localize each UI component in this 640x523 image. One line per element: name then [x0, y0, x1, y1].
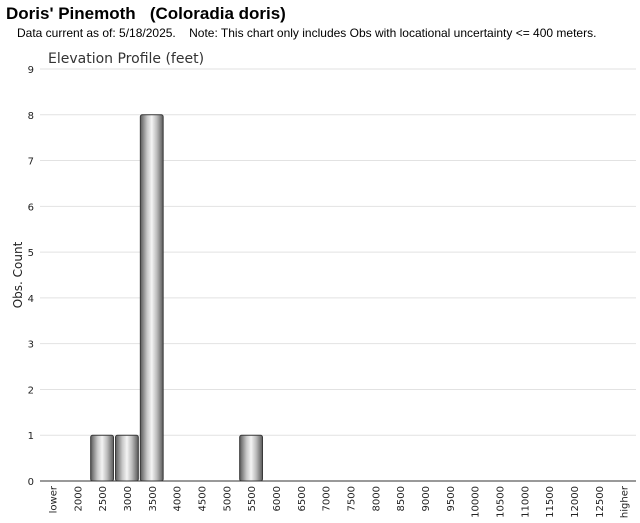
- x-tick-label: 8000: [371, 486, 382, 511]
- x-tick-label: 11500: [545, 486, 556, 518]
- y-tick-label: 2: [28, 385, 34, 396]
- x-tick-label: 9500: [446, 486, 457, 511]
- x-tick-label: 3500: [148, 486, 159, 511]
- chart-title: Elevation Profile (feet): [48, 51, 204, 67]
- x-tick-label: 2000: [73, 486, 84, 511]
- x-tick-label: 4000: [173, 486, 184, 511]
- y-tick-label: 9: [28, 65, 34, 76]
- x-tick-label: 12000: [570, 486, 581, 518]
- y-tick-label: 1: [28, 431, 34, 442]
- x-tick-label: 11000: [520, 486, 531, 518]
- x-tick-label: lower: [48, 485, 59, 513]
- bar-3000: [115, 434, 139, 482]
- y-axis-title: Obs. Count: [11, 241, 25, 308]
- x-tick-label: 2500: [98, 486, 109, 511]
- y-tick-label: 8: [28, 111, 34, 122]
- y-tick-label: 6: [28, 202, 34, 213]
- x-tick-label: 6500: [297, 486, 308, 511]
- x-tick-label: 8500: [396, 486, 407, 511]
- y-tick-label: 0: [28, 477, 34, 488]
- x-tick-label: higher: [620, 485, 631, 518]
- bar-2500: [90, 434, 114, 482]
- x-tick-label: 4500: [197, 486, 208, 511]
- x-tick-label: 5000: [222, 486, 233, 511]
- bar-5500: [239, 434, 264, 482]
- page-title: Doris' Pinemoth (Coloradia doris): [6, 4, 286, 23]
- y-tick-label: 3: [28, 340, 34, 351]
- x-tick-label: 9000: [421, 486, 432, 511]
- x-tick-label: 5500: [247, 486, 258, 511]
- x-tick-label: 7500: [346, 486, 357, 511]
- bar-3500: [139, 114, 164, 482]
- y-tick-label: 5: [28, 248, 34, 259]
- y-tick-label: 7: [28, 157, 34, 168]
- x-tick-label: 12500: [595, 486, 606, 518]
- y-tick-label: 4: [28, 294, 34, 305]
- x-tick-label: 7000: [322, 486, 333, 511]
- x-tick-label: 10000: [471, 486, 482, 518]
- data-note: Data current as of: 5/18/2025. Note: Thi…: [17, 26, 597, 40]
- x-tick-label: 6000: [272, 486, 283, 511]
- x-tick-label: 10500: [495, 486, 506, 518]
- x-tick-label: 3000: [123, 486, 134, 511]
